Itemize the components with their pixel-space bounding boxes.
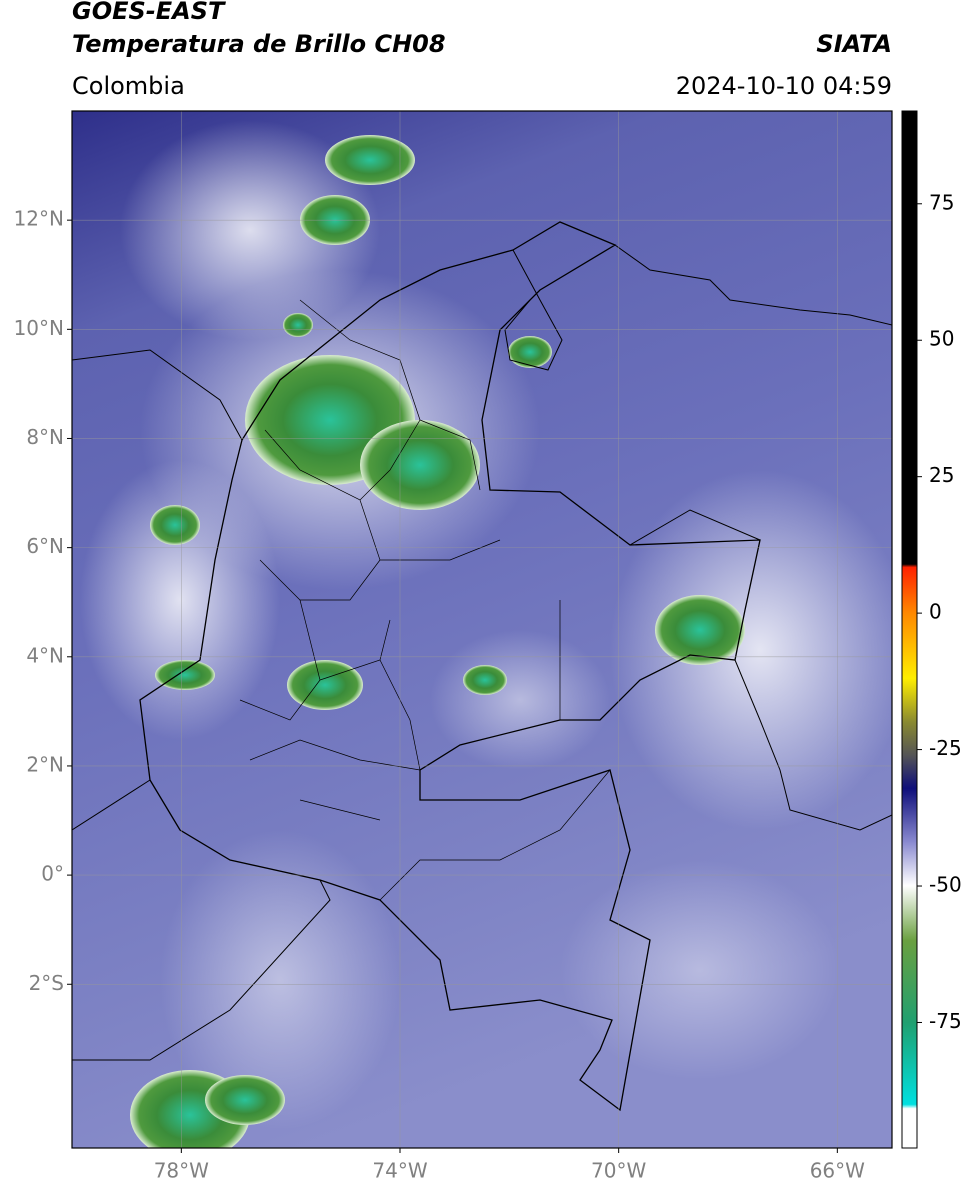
lat-tick-label: 8°N: [26, 425, 64, 449]
cloud: [463, 665, 507, 695]
cloud: [155, 660, 215, 690]
haze: [430, 630, 610, 770]
cloud: [508, 336, 552, 368]
cloud: [205, 1075, 285, 1125]
cloud: [287, 660, 363, 710]
haze: [560, 860, 840, 1080]
lat-tick-label: 2°S: [29, 971, 64, 995]
lon-tick-label: 70°W: [591, 1159, 646, 1183]
lon-tick-label: 74°W: [372, 1159, 427, 1183]
haze: [80, 460, 280, 740]
region: Colombia: [72, 72, 185, 100]
satellite-image: [72, 111, 892, 1148]
cloud: [360, 420, 480, 510]
cloud: [655, 595, 745, 665]
colorbar-tick-label: 0: [929, 600, 942, 624]
haze: [120, 120, 380, 340]
map-frame: [71, 110, 893, 1149]
colorbar-tick-label: -75: [929, 1009, 962, 1033]
haze: [610, 470, 892, 830]
grid: [72, 111, 892, 1148]
lon-tick-label: 66°W: [810, 1159, 865, 1183]
subtitle: Temperatura de Brillo CH08: [72, 30, 446, 58]
source: SIATA: [816, 30, 892, 58]
datetime: 2024-10-10 04:59: [676, 72, 892, 100]
lat-tick-label: 12°N: [14, 207, 64, 231]
colorbar-tick-label: 75: [929, 190, 954, 214]
colorbar-tick-label: -50: [929, 873, 962, 897]
country-border: [139, 221, 761, 1112]
lat-tick-label: 10°N: [14, 316, 64, 340]
cloud: [325, 135, 415, 185]
cloud: [283, 313, 313, 337]
colorbar: [901, 110, 918, 1149]
colorbar-tick-label: 50: [929, 327, 954, 351]
lat-tick-label: 6°N: [26, 534, 64, 558]
department-borders: [239, 299, 611, 901]
lat-tick-label: 2°N: [26, 752, 64, 776]
lat-tick-label: 0°: [41, 862, 64, 886]
lon-tick-label: 78°W: [154, 1159, 209, 1183]
lat-tick-label: 4°N: [26, 643, 64, 667]
border-lines: [72, 244, 892, 1061]
title: GOES-EAST: [72, 0, 226, 25]
colorbar-tick-label: 25: [929, 463, 954, 487]
haze: [160, 830, 400, 1130]
cloud: [150, 505, 200, 545]
colorbar-tick-label: -25: [929, 736, 962, 760]
